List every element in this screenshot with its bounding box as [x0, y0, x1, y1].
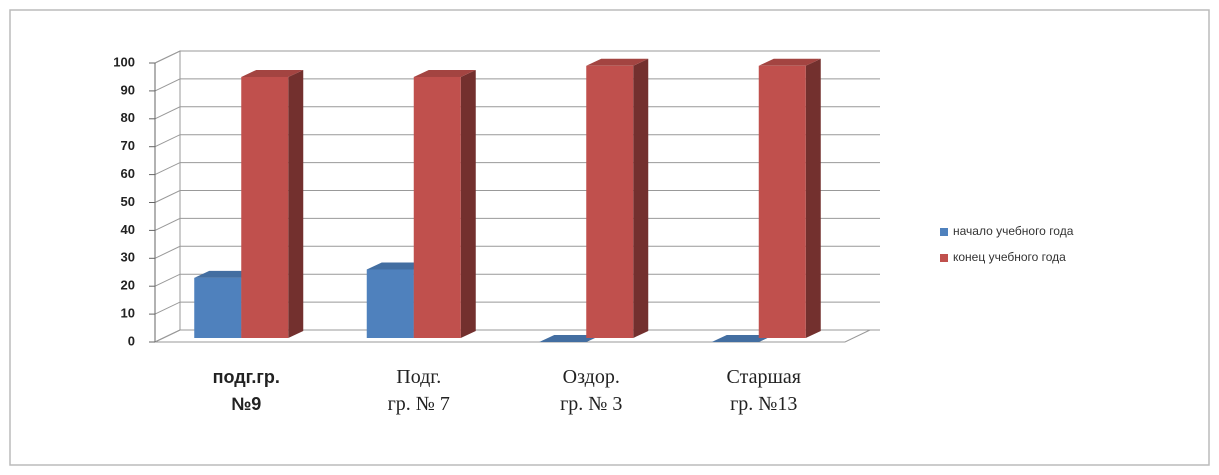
bar-side — [633, 58, 649, 338]
bar-side — [460, 69, 476, 338]
x-tick-line: Оздор. — [563, 366, 620, 388]
bar-top — [241, 69, 304, 77]
bar-top — [539, 335, 602, 342]
y-tick-label: 60 — [121, 166, 135, 181]
bar-front — [241, 76, 289, 338]
y-tick-label: 90 — [121, 82, 135, 97]
bar-front — [758, 65, 806, 338]
y-tick-label: 70 — [121, 138, 135, 153]
x-tick-line: Подг. — [396, 366, 441, 388]
x-tick-line: гр. № 3 — [560, 393, 622, 415]
legend-swatch — [940, 228, 948, 236]
bar-side — [288, 69, 304, 338]
y-tick-label: 20 — [121, 278, 135, 293]
bar — [413, 69, 476, 338]
y-tick-label: 80 — [121, 110, 135, 125]
bar-top — [711, 335, 774, 342]
bar-top — [586, 58, 649, 66]
x-tick-label: подг.гр. №9 — [213, 367, 280, 414]
x-tick-label: Подг. гр. № 7 — [388, 366, 450, 415]
y-tick-label: 10 — [121, 306, 135, 321]
bar-front — [413, 76, 461, 338]
x-tick-label: Старшая гр. №13 — [727, 366, 801, 415]
y-tick-label: 100 — [113, 54, 135, 69]
legend-label: начало учебного года — [953, 224, 1074, 238]
x-tick-line: подг.гр. — [213, 367, 280, 387]
bar-top — [413, 69, 476, 77]
x-tick-line: №9 — [231, 394, 261, 414]
x-tick-label: Оздор. гр. № 3 — [560, 366, 622, 415]
x-tick-line: гр. № 7 — [388, 393, 450, 415]
bar-side — [805, 58, 821, 338]
bar-front — [586, 65, 634, 338]
bar-front — [366, 269, 414, 338]
bar-front — [194, 277, 242, 338]
grid-line — [154, 50, 880, 64]
y-tick-label: 30 — [121, 250, 135, 265]
bar-top — [758, 58, 821, 66]
x-tick-line: Старшая — [727, 366, 801, 388]
bar-top — [194, 270, 257, 278]
bar — [241, 69, 304, 338]
legend-label: конец учебного года — [953, 250, 1066, 264]
x-tick-line: гр. №13 — [730, 393, 797, 415]
legend-swatch — [940, 254, 948, 262]
bar — [758, 58, 821, 338]
bar — [586, 58, 649, 338]
y-tick-label: 0 — [128, 333, 135, 348]
bar-top — [366, 262, 429, 270]
y-tick-label: 50 — [121, 194, 135, 209]
y-tick-label: 40 — [121, 222, 135, 237]
